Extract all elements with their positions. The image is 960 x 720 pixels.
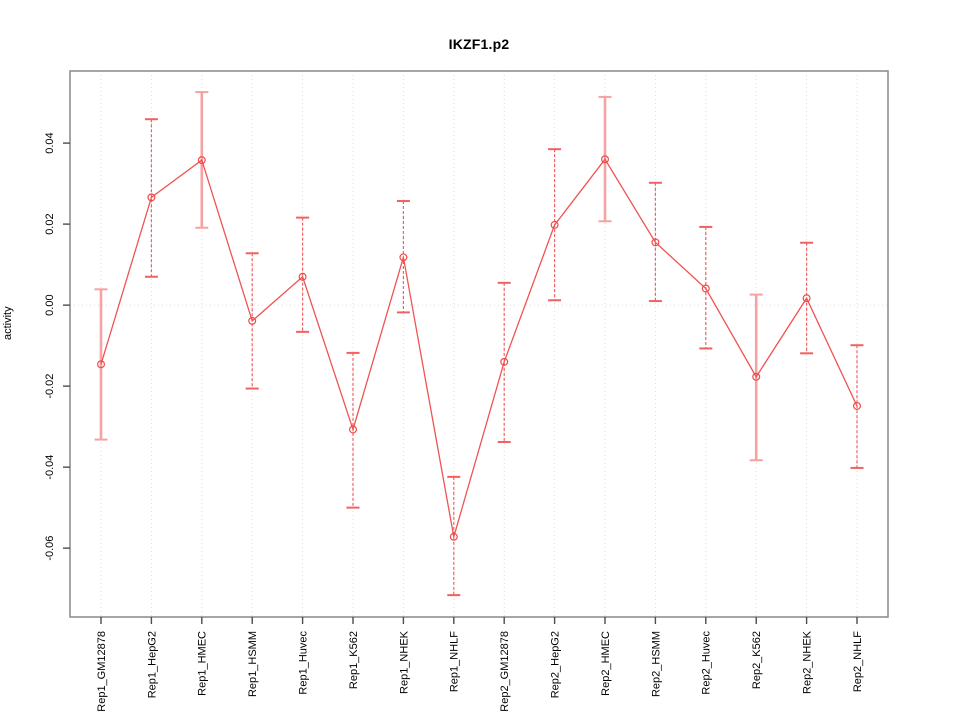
y-tick-label: -0.02 <box>44 374 56 399</box>
data-point-marker <box>550 220 559 229</box>
y-tick-label: 0.00 <box>44 294 56 315</box>
data-point-marker <box>852 401 861 410</box>
data-point-marker <box>600 155 609 164</box>
x-category-label: Rep1_GM12878 <box>96 631 108 712</box>
x-category-label: Rep2_NHLF <box>852 631 864 692</box>
x-category-label: Rep2_HMEC <box>600 631 612 696</box>
data-point-marker <box>752 372 761 381</box>
data-point-marker <box>248 316 257 325</box>
chart-title: IKZF1.p2 <box>448 36 510 52</box>
series-line <box>100 158 858 537</box>
data-point-marker <box>651 238 660 247</box>
x-category-label: Rep1_HSMM <box>247 631 259 697</box>
data-point-marker <box>449 532 458 541</box>
x-category-label: Rep1_K562 <box>348 631 360 689</box>
x-category-label: Rep1_HMEC <box>197 631 209 696</box>
data-point-marker <box>298 272 307 281</box>
x-category-label: Rep2_HSMM <box>650 631 662 697</box>
y-tick-label: -0.04 <box>44 455 56 480</box>
data-point-marker <box>349 425 358 434</box>
data-point-marker <box>147 193 156 202</box>
y-tick-label: 0.02 <box>44 213 56 234</box>
x-category-label: Rep2_HepG2 <box>549 631 561 698</box>
data-point-marker <box>96 360 105 369</box>
y-tick-label: -0.06 <box>44 536 56 561</box>
x-category-label: Rep1_Huvec <box>297 631 309 695</box>
x-category-label: Rep2_GM12878 <box>499 631 511 712</box>
x-category-label: Rep1_NHEK <box>398 630 410 694</box>
y-tick-label: 0.04 <box>44 132 56 153</box>
data-point-marker <box>500 357 509 366</box>
data-point-marker <box>701 284 710 293</box>
plot-box <box>69 70 889 618</box>
data-point-marker <box>399 253 408 262</box>
data-point-marker <box>802 294 811 303</box>
data-point-marker <box>197 156 206 165</box>
x-category-label: Rep2_K562 <box>751 631 763 689</box>
x-category-label: Rep1_NHLF <box>449 631 461 692</box>
x-category-label: Rep2_NHEK <box>801 630 813 694</box>
x-category-label: Rep1_HepG2 <box>146 631 158 698</box>
x-category-label: Rep2_Huvec <box>701 631 713 695</box>
